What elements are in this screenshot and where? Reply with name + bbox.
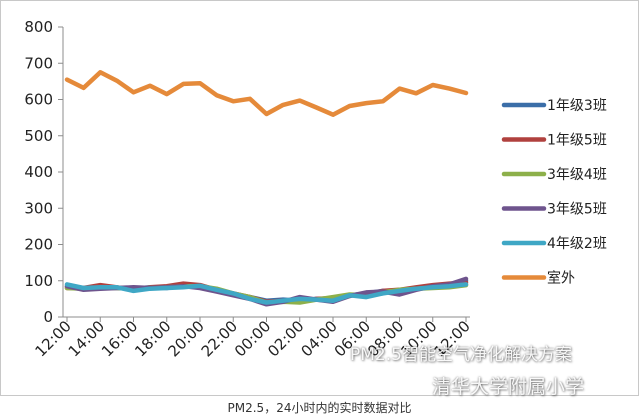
y-tick-label: 200: [24, 236, 53, 254]
x-tick-label: 16:00: [98, 317, 141, 360]
x-tick-label: 02:00: [264, 317, 307, 360]
series-line-5: [64, 70, 469, 117]
y-tick-label: 800: [24, 18, 53, 36]
series-line-4: [64, 282, 469, 305]
x-tick-label: 04:00: [298, 317, 341, 360]
x-tick-label: 22:00: [198, 317, 241, 360]
x-tick-label: 20:00: [165, 317, 208, 360]
y-tick-label: 100: [24, 272, 53, 290]
series-lines: [64, 70, 469, 307]
line-chart: 0 100 200 300 400 500 600 700 800 12:0014:0016:0…: [24, 18, 607, 360]
legend-label: 1年级3班: [547, 98, 607, 114]
y-axis: 0 100 200 300 400 500 600 700 800: [24, 18, 64, 326]
x-tick-label: 00:00: [231, 317, 274, 360]
legend-label: 1年级5班: [547, 133, 607, 149]
y-tick-label: 600: [24, 91, 53, 109]
watermark-bottom: 清华大学附属小学: [432, 376, 585, 398]
y-tick-label: 700: [24, 54, 53, 72]
y-tick-label: 0: [43, 308, 53, 326]
x-tick-label: 12:00: [32, 317, 75, 360]
chart-frame: 0 100 200 300 400 500 600 700 800 12:00 14:00 16:0…: [0, 0, 639, 396]
legend-label: 3年级4班: [547, 167, 607, 183]
chart-caption: PM2.5，24小时内的实时数据对比: [227, 401, 412, 415]
x-tick-label: 14:00: [65, 317, 108, 360]
y-tick-label: 500: [24, 127, 53, 145]
y-tick-label: 300: [24, 199, 53, 217]
legend-label: 4年级2班: [547, 236, 607, 252]
y-tick-label: 400: [24, 163, 53, 181]
x-tick-label: 18:00: [131, 317, 174, 360]
watermark-top: PM2.5智能空气净化解决方案: [350, 345, 572, 365]
legend-label: 3年级5班: [547, 202, 607, 218]
legend-label: 室外: [547, 270, 575, 287]
